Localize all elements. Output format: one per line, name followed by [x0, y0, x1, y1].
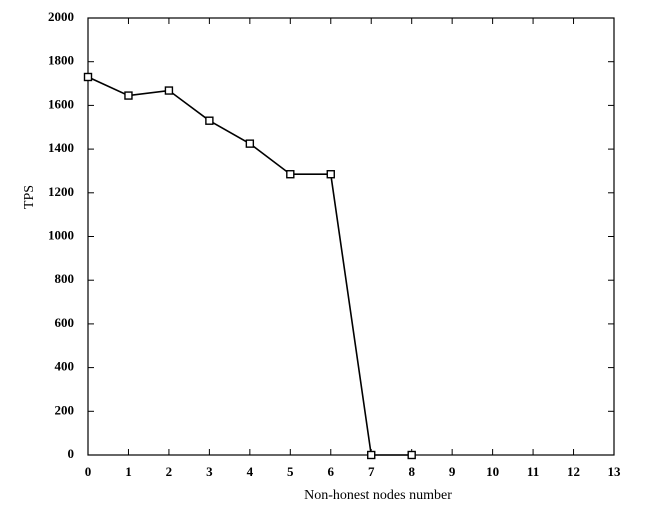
x-tick-label: 7 — [368, 464, 375, 479]
data-marker — [407, 450, 416, 460]
x-tick-label: 8 — [408, 464, 415, 479]
data-marker — [205, 116, 214, 125]
y-tick-label: 1200 — [48, 184, 74, 199]
data-marker — [367, 450, 376, 460]
x-tick-label: 3 — [206, 464, 213, 479]
y-axis-label: TPS — [22, 185, 37, 209]
x-tick-label: 11 — [527, 464, 539, 479]
x-tick-label: 1 — [125, 464, 132, 479]
plot-frame — [87, 17, 615, 456]
y-tick-label: 2000 — [48, 9, 74, 24]
y-tick-label: 1000 — [48, 227, 74, 242]
data-marker — [164, 86, 174, 95]
x-tick-label: 4 — [247, 464, 254, 479]
x-tick-label: 10 — [486, 464, 499, 479]
x-tick-label: 0 — [85, 464, 92, 479]
y-tick-label: 400 — [55, 359, 75, 374]
data-marker — [245, 139, 255, 148]
y-tick-label: 200 — [55, 402, 75, 417]
y-tick-label: 1600 — [48, 96, 74, 111]
data-marker — [83, 72, 93, 82]
x-axis-label: Non-honest nodes number — [304, 488, 452, 503]
x-tick-label: 2 — [166, 464, 173, 479]
x-tick-label: 13 — [608, 464, 622, 479]
y-tick-label: 800 — [55, 271, 75, 286]
y-tick-label: 0 — [68, 446, 75, 461]
y-tick-label: 1400 — [48, 140, 74, 155]
x-tick-label: 9 — [449, 464, 456, 479]
x-tick-label: 12 — [567, 464, 580, 479]
y-tick-label: 1800 — [48, 53, 74, 68]
data-marker — [286, 170, 295, 179]
data-marker — [124, 91, 133, 100]
data-line — [87, 76, 412, 456]
y-tick-label: 600 — [55, 315, 75, 330]
data-marker — [326, 170, 335, 179]
x-tick-label: 6 — [328, 464, 335, 479]
x-tick-label: 5 — [287, 464, 294, 479]
